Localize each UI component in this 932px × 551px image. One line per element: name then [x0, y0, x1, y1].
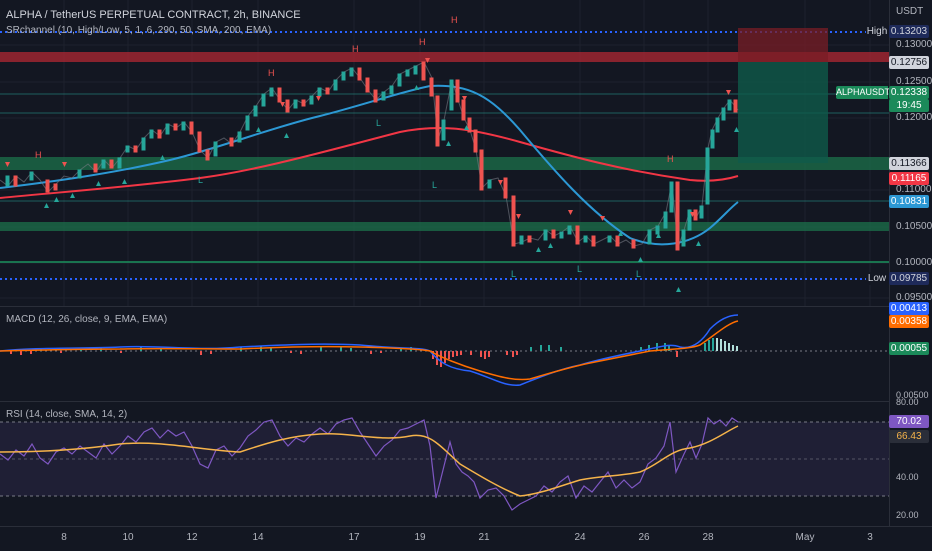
pivot-high-marker: H	[352, 44, 359, 54]
pivot-low-marker: L	[432, 180, 437, 190]
pivot-high-marker: H	[667, 154, 674, 164]
low-tag-label: Low	[866, 272, 888, 285]
candles	[0, 61, 739, 251]
time-label: 8	[61, 532, 67, 543]
pivot-low-marker: L	[636, 269, 641, 279]
price-label: 0.11000	[896, 184, 932, 195]
time-label: 10	[122, 532, 134, 543]
pivot-low-marker: L	[577, 264, 582, 274]
price-label: 0.13000	[896, 39, 932, 50]
ema-price-tag: 0.11165	[889, 172, 929, 185]
rsi-ma-line	[0, 425, 739, 497]
pivot-low-marker: L	[376, 118, 381, 128]
pivot-low-marker: L	[198, 175, 203, 185]
support-zone-upper	[0, 157, 889, 170]
symbol-title[interactable]: ALPHA / TetherUS PERPETUAL CONTRACT, 2h,…	[6, 9, 301, 21]
high-tag-label: High	[866, 25, 888, 38]
price-label: 0.09500	[896, 292, 932, 303]
currency-label: USDT	[896, 6, 924, 17]
pivot-high-marker: H	[268, 68, 275, 78]
position-target-box[interactable]	[738, 62, 828, 163]
support-zone-lower	[0, 222, 889, 231]
time-label: 12	[186, 532, 198, 543]
time-label: 26	[638, 532, 650, 543]
signal-arrows	[5, 58, 739, 292]
pivot-high-marker: H	[451, 15, 458, 25]
channel-tag-lower: 0.10831	[889, 195, 929, 208]
rsi-title[interactable]: RSI (14, close, SMA, 14, 2)	[6, 409, 128, 420]
low-price-tag: 0.09785	[889, 272, 929, 285]
time-label: 3	[867, 532, 873, 543]
price-chart[interactable]: H H H H H H L L L L L L	[0, 0, 889, 306]
time-label: 14	[252, 532, 264, 543]
time-label: May	[795, 532, 815, 543]
macd-title[interactable]: MACD (12, 26, close, 9, EMA, EMA)	[6, 314, 168, 325]
last-price-tag: 0.12338	[889, 86, 929, 99]
macd-histogram	[10, 338, 738, 367]
pivot-high-marker: H	[35, 150, 42, 160]
symbol-price-label: ALPHAUSDT.P	[836, 86, 898, 99]
srchannel-indicator-title[interactable]: SRchannel (10, High/Low, 5, 1, 6, 290, 5…	[6, 25, 272, 36]
macd-signal-line	[0, 320, 739, 381]
macd-axis-label: 0.00500	[896, 390, 929, 400]
pane-separator[interactable]	[0, 306, 889, 307]
pivot-low-marker: L	[511, 269, 516, 279]
rsi-ma-tag: 66.43	[889, 430, 929, 443]
price-label: 0.10000	[896, 257, 932, 268]
rsi-line	[0, 416, 739, 511]
macd-line	[0, 314, 739, 386]
time-axis[interactable]	[0, 526, 932, 551]
price-label: 0.10500	[896, 221, 932, 232]
price-label: 0.12000	[896, 112, 932, 123]
time-label: 21	[478, 532, 490, 543]
position-stop-box[interactable]	[738, 28, 828, 62]
time-label: 17	[348, 532, 360, 543]
macd-hist-tag: 0.00055	[889, 342, 929, 355]
countdown-tag: 19:45	[889, 99, 929, 112]
resistance-zone	[0, 52, 889, 62]
rsi-axis-top: 80.00	[896, 397, 919, 407]
ema-200-line	[0, 126, 739, 199]
price-label: 0.12500	[896, 76, 932, 87]
channel-tag-middle: 0.11366	[889, 157, 929, 170]
pivot-high-marker: H	[419, 37, 426, 47]
time-label: 28	[702, 532, 714, 543]
pivot-markers: H H H H H H L L L L L L	[35, 15, 674, 279]
rsi-value-tag: 70.02	[889, 415, 929, 428]
pane-separator[interactable]	[0, 401, 889, 402]
macd-signal-tag: 0.00358	[889, 315, 929, 328]
macd-chart[interactable]	[0, 307, 889, 401]
rsi-chart[interactable]	[0, 402, 889, 526]
channel-tag-upper: 0.12756	[889, 56, 929, 69]
high-price-tag: 0.13203	[889, 25, 929, 38]
rsi-axis-mid: 40.00	[896, 472, 919, 482]
time-label: 19	[414, 532, 426, 543]
time-label: 24	[574, 532, 586, 543]
rsi-axis-bottom: 20.00	[896, 510, 919, 520]
macd-value-tag: 0.00413	[889, 302, 929, 315]
